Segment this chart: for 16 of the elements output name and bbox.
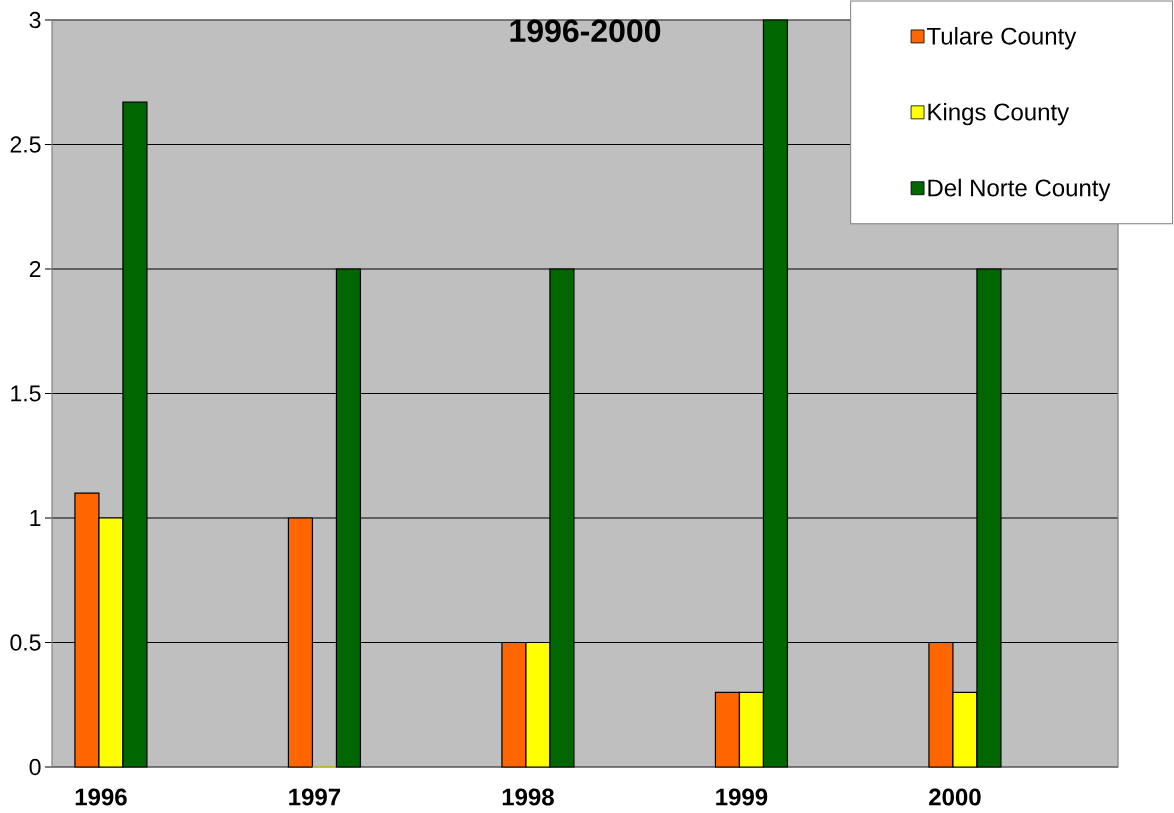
legend-label: Del Norte County (928, 178, 1111, 202)
legend-label: Kings County (928, 102, 1070, 126)
y-tick-label: 3 (29, 11, 41, 29)
chart-title: 1996-2000 (510, 19, 661, 43)
y-tick-label: 2.5 (10, 136, 41, 153)
x-tick-label: 1997 (289, 788, 341, 806)
y-tick-label: 0.5 (10, 634, 41, 651)
legend-label: Tulare County (926, 27, 1077, 50)
x-tick-label: 2000 (929, 788, 981, 806)
x-tick-label: 1998 (502, 788, 554, 806)
x-tick-label: 1999 (716, 788, 768, 806)
y-tick-label: 0 (29, 758, 41, 776)
y-tick-label: 2 (29, 260, 41, 278)
y-tick-label: 1 (30, 510, 41, 526)
x-tick-label: 1996 (75, 788, 127, 806)
y-tick-label: 1.5 (11, 385, 41, 402)
